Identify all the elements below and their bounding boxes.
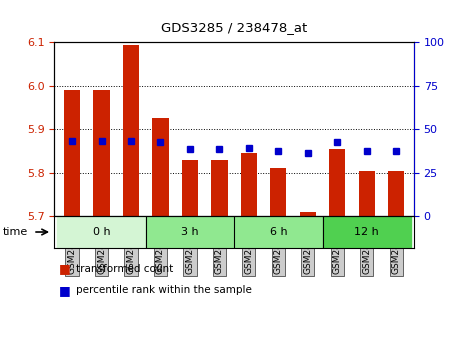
Bar [234,216,323,248]
Text: 3 h: 3 h [181,227,199,237]
Text: time: time [2,227,27,237]
Bar [329,149,345,216]
Bar [211,160,228,216]
Bar [152,119,168,216]
Bar [300,212,316,216]
Bar [146,216,234,248]
Text: 0 h: 0 h [93,227,110,237]
Bar [94,90,110,216]
Bar [123,45,139,216]
Text: percentile rank within the sample: percentile rank within the sample [76,285,252,295]
Bar [241,153,257,216]
Text: 6 h: 6 h [270,227,287,237]
Text: ■: ■ [59,284,71,297]
Bar [182,160,198,216]
Bar [270,169,287,216]
Text: transformed count: transformed count [76,264,173,274]
Bar [57,216,146,248]
Text: GDS3285 / 238478_at: GDS3285 / 238478_at [161,21,307,34]
Bar [359,171,375,216]
Text: 12 h: 12 h [354,227,379,237]
Bar [388,171,404,216]
Bar [64,90,80,216]
Text: ■: ■ [59,263,71,275]
Bar [323,216,411,248]
